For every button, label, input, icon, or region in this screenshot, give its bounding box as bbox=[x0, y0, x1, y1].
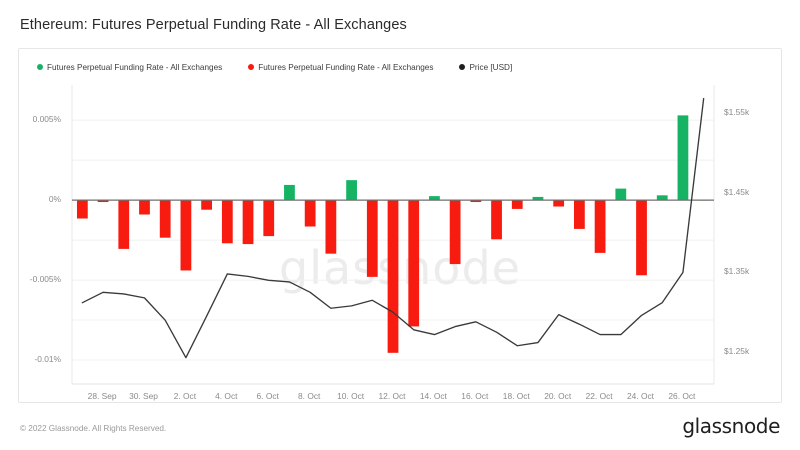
legend-label: Futures Perpetual Funding Rate - All Exc… bbox=[47, 62, 223, 72]
x-axis-tick: 10. Oct bbox=[337, 391, 365, 401]
x-axis-tick: 6. Oct bbox=[256, 391, 279, 401]
plot-area: glassnode bbox=[19, 49, 781, 402]
y-axis-right-tick: $1.45k bbox=[724, 186, 750, 197]
footer-copyright: © 2022 Glassnode. All Rights Reserved. bbox=[20, 424, 167, 433]
legend-label: Futures Perpetual Funding Rate - All Exc… bbox=[258, 62, 434, 72]
bar bbox=[118, 200, 130, 249]
y-axis-left-tick: -0.01% bbox=[34, 354, 61, 364]
bar bbox=[408, 200, 420, 327]
x-axis-tick: 30. Sep bbox=[129, 391, 158, 401]
legend-label: Price [USD] bbox=[469, 62, 513, 72]
bar bbox=[449, 200, 461, 265]
bar bbox=[97, 200, 109, 203]
x-axis-tick: 28. Sep bbox=[87, 391, 117, 401]
bar bbox=[263, 200, 275, 237]
bar bbox=[491, 200, 502, 240]
legend-item-1[interactable]: Futures Perpetual Funding Rate - All Exc… bbox=[248, 63, 433, 72]
legend-item-2[interactable]: Price [USD] bbox=[459, 63, 512, 72]
bar bbox=[325, 200, 337, 254]
bar bbox=[429, 196, 440, 201]
bar bbox=[284, 184, 295, 201]
x-axis-tick: 24. Oct bbox=[627, 391, 654, 401]
bar bbox=[346, 180, 357, 201]
bar bbox=[532, 196, 544, 201]
bar bbox=[636, 200, 647, 276]
bar bbox=[366, 200, 378, 277]
legend-item-0[interactable]: Futures Perpetual Funding Rate - All Exc… bbox=[37, 63, 222, 72]
bar bbox=[511, 200, 523, 209]
page-title: Ethereum: Futures Perpetual Funding Rate… bbox=[20, 17, 407, 33]
bar bbox=[201, 200, 212, 210]
dot-icon bbox=[248, 64, 255, 70]
y-axis-left-tick: 0% bbox=[48, 194, 61, 205]
x-axis-tick: 4. Oct bbox=[215, 391, 238, 401]
bar bbox=[387, 200, 399, 353]
x-axis-tick: 18. Oct bbox=[502, 391, 530, 401]
bar bbox=[180, 200, 192, 271]
bar bbox=[304, 200, 316, 227]
bar-series bbox=[76, 115, 710, 353]
chart-legend: Futures Perpetual Funding Rate - All Exc… bbox=[19, 59, 781, 75]
bar bbox=[615, 188, 627, 201]
bar bbox=[656, 195, 668, 201]
chart-svg bbox=[71, 85, 715, 385]
bar bbox=[594, 200, 606, 253]
dot-icon bbox=[459, 64, 466, 70]
x-axis-tick: 8. Oct bbox=[298, 391, 321, 401]
y-axis-right-tick: $1.35k bbox=[724, 266, 750, 277]
y-axis-left-tick: 0.005% bbox=[32, 114, 61, 125]
x-axis-tick: 14. Oct bbox=[419, 391, 447, 401]
bar bbox=[574, 200, 585, 229]
bar bbox=[553, 200, 565, 207]
y-axis-right-tick: $1.25k bbox=[724, 346, 750, 357]
bar bbox=[677, 115, 689, 201]
x-axis-tick: 2. Oct bbox=[173, 391, 197, 401]
bar bbox=[470, 200, 482, 203]
glassnode-logo: glassnode bbox=[682, 414, 780, 438]
y-axis-right-tick: $1.55k bbox=[724, 106, 750, 117]
chart-panel: Futures Perpetual Funding Rate - All Exc… bbox=[18, 48, 782, 403]
bar bbox=[242, 200, 254, 245]
bar bbox=[76, 200, 88, 219]
dot-icon bbox=[37, 64, 43, 70]
x-axis-tick: 16. Oct bbox=[461, 391, 489, 401]
bar bbox=[139, 200, 150, 215]
price-line bbox=[81, 97, 705, 359]
bar bbox=[159, 200, 171, 238]
x-axis-tick: 20. Oct bbox=[544, 391, 572, 401]
x-axis-tick: 22. Oct bbox=[585, 391, 613, 401]
bar bbox=[221, 200, 233, 244]
x-axis-tick: 12. Oct bbox=[378, 391, 406, 401]
x-axis-tick: 26. Oct bbox=[668, 391, 696, 401]
y-axis-left-tick: -0.005% bbox=[29, 274, 61, 285]
